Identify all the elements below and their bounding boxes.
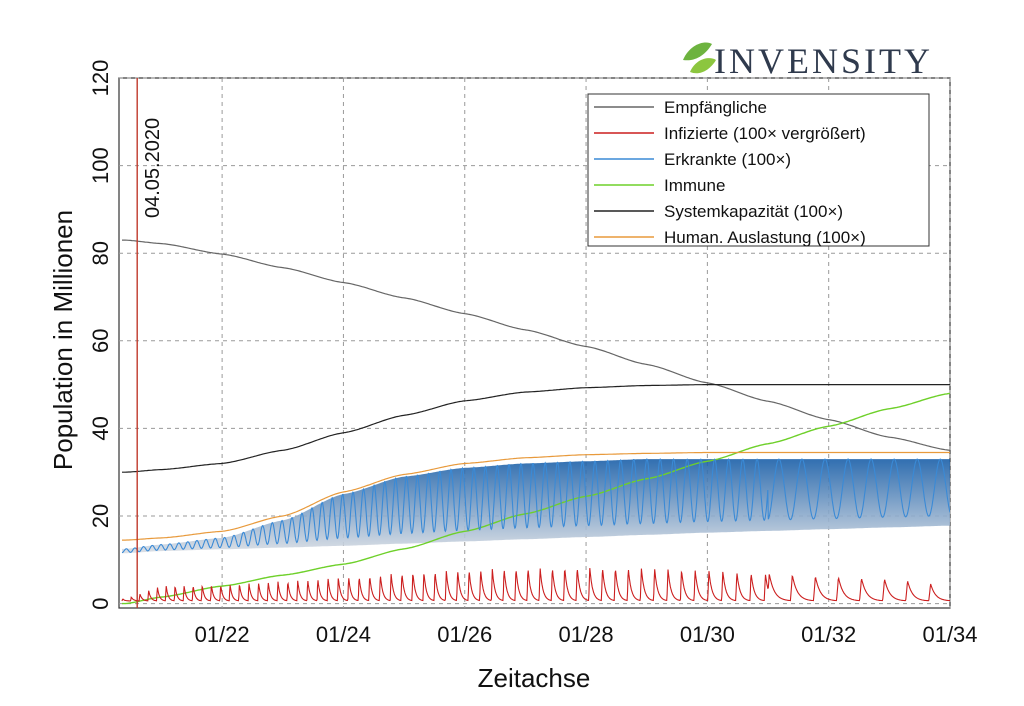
series-line-3 — [122, 392, 950, 605]
logo-text: INVENSITY — [714, 41, 933, 81]
series-line-5 — [122, 451, 950, 541]
legend-label: Systemkapazität (100×) — [664, 202, 843, 221]
legend-label: Infizierte (100× vergrößert) — [664, 124, 866, 143]
tick-labels: 01/22 01/24 01/26 01/28 01/30 01/32 01/34 0 20 40… — [88, 60, 978, 647]
date-marker-label: 04.05.2020 — [142, 118, 164, 218]
y-tick-label: 120 — [88, 60, 113, 97]
y-tick-label: 40 — [88, 416, 113, 440]
x-tick-label: 01/28 — [559, 622, 614, 647]
series-lines — [121, 239, 950, 605]
y-tick-label: 60 — [88, 329, 113, 353]
x-tick-label: 01/22 — [195, 622, 250, 647]
x-tick-label: 01/32 — [801, 622, 856, 647]
y-tick-label: 100 — [88, 147, 113, 184]
invensity-logo: INVENSITY — [683, 41, 933, 81]
y-tick-label: 80 — [88, 241, 113, 265]
series-line-0 — [122, 239, 950, 451]
y-axis-title: Population in Millionen — [48, 210, 78, 470]
legend-box — [587, 93, 930, 247]
x-tick-label: 01/24 — [316, 622, 371, 647]
leaf-icon — [683, 42, 716, 74]
legend-label: Empfängliche — [664, 98, 767, 117]
legend: Empfängliche Infizierte (100× vergrößert)… — [587, 93, 930, 247]
x-tick-label: 01/26 — [437, 622, 492, 647]
series-line-4 — [122, 384, 950, 473]
x-axis-title: Zeitachse — [478, 663, 591, 693]
y-tick-label: 0 — [88, 597, 113, 609]
x-tick-label: 01/30 — [680, 622, 735, 647]
series-line-infizierte — [121, 568, 950, 602]
x-tick-label: 01/34 — [922, 622, 977, 647]
series-line-erkrankte — [121, 458, 950, 554]
legend-label: Immune — [664, 176, 725, 195]
legend-label: Human. Auslastung (100×) — [664, 228, 866, 247]
date-marker: 04.05.2020 — [136, 78, 164, 608]
y-tick-label: 20 — [88, 504, 113, 528]
legend-label: Erkrankte (100×) — [664, 150, 791, 169]
